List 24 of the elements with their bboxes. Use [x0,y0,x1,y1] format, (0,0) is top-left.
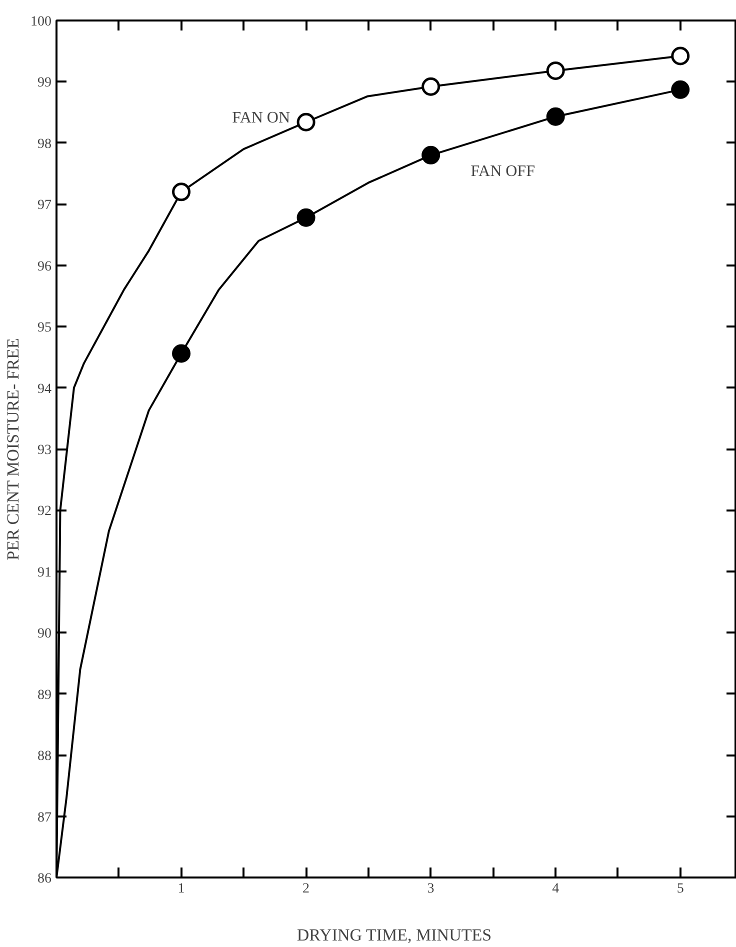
y-tick-label: 90 [38,626,52,642]
x-axis-title: DRYING TIME, MINUTES [296,926,492,944]
text: FAN OFF [470,163,536,180]
y-tick-label: 95 [38,320,52,336]
y-tick-label: 92 [38,504,52,520]
y-tick-label: 91 [38,565,52,580]
x-tick-label: 2 [302,882,310,896]
y-tick-label: 96 [38,259,52,274]
x-tick-label: 4 [552,882,560,896]
series-label: FAN ON [232,110,290,127]
y-tick-label: 97 [38,198,52,214]
y-tick-label: 93 [38,443,52,458]
x-tick-label: 5 [676,882,684,896]
y-tick-label: 87 [38,810,52,826]
y-tick-label: 94 [38,382,52,397]
y-tick-label: 99 [38,76,52,91]
y-tick-label: 98 [38,136,52,152]
y-tick-label: 89 [38,688,52,703]
x-tick-label: 1 [178,882,185,896]
y-tick-label: 100 [30,14,52,30]
y-tick-label: 86 [38,872,52,886]
y-tick-label: 88 [38,749,52,764]
x-tick-label: 3 [427,882,434,896]
y-axis-title: PER CENT MOISTURE- FREE [4,338,22,560]
